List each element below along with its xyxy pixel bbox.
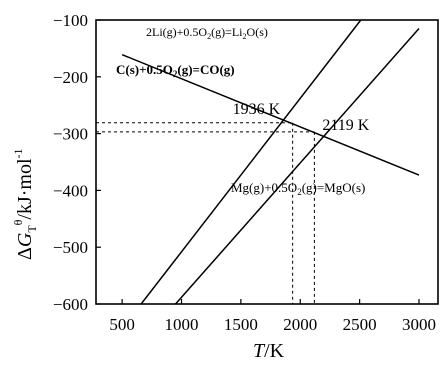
y-tick-label: −500 xyxy=(53,238,88,257)
y-tick-label: −400 xyxy=(53,181,88,200)
series-line-2 xyxy=(140,20,362,304)
series-label-li2o: 2Li(g)+0.5O2(g)=Li2O(s) xyxy=(146,25,268,41)
x-tick-label: 3000 xyxy=(402,315,436,334)
x-tick-label: 1000 xyxy=(165,315,199,334)
plot-frame xyxy=(95,19,439,305)
y-tick-label: −100 xyxy=(53,11,88,30)
axis-ticks: 500 1000 1500 2000 2500 3000 −100 −200 −300 −400 −… xyxy=(53,11,436,334)
x-tick-label: 500 xyxy=(109,315,135,334)
series-lines xyxy=(121,20,420,304)
series-label-co: C(s)+0.5O2(g)=CO(g) xyxy=(116,62,235,79)
series-line-1 xyxy=(121,53,420,176)
x-tick-label: 1500 xyxy=(224,315,258,334)
y-axis-label: ΔGTθ/kJ·mol-1 xyxy=(11,148,39,260)
series-label-mgo: Mg(g)+0.5O2(g)=MgO(s) xyxy=(231,180,365,197)
annotation-2: 2119 K xyxy=(322,117,369,134)
y-tick-label: −200 xyxy=(53,68,88,87)
y-tick-label: −300 xyxy=(53,125,88,144)
x-tick-label: 2000 xyxy=(283,315,317,334)
series-line-3 xyxy=(175,28,420,304)
x-tick-label: 2500 xyxy=(343,315,377,334)
x-axis-label: T/K xyxy=(253,340,285,362)
y-tick-label: −600 xyxy=(53,295,88,314)
